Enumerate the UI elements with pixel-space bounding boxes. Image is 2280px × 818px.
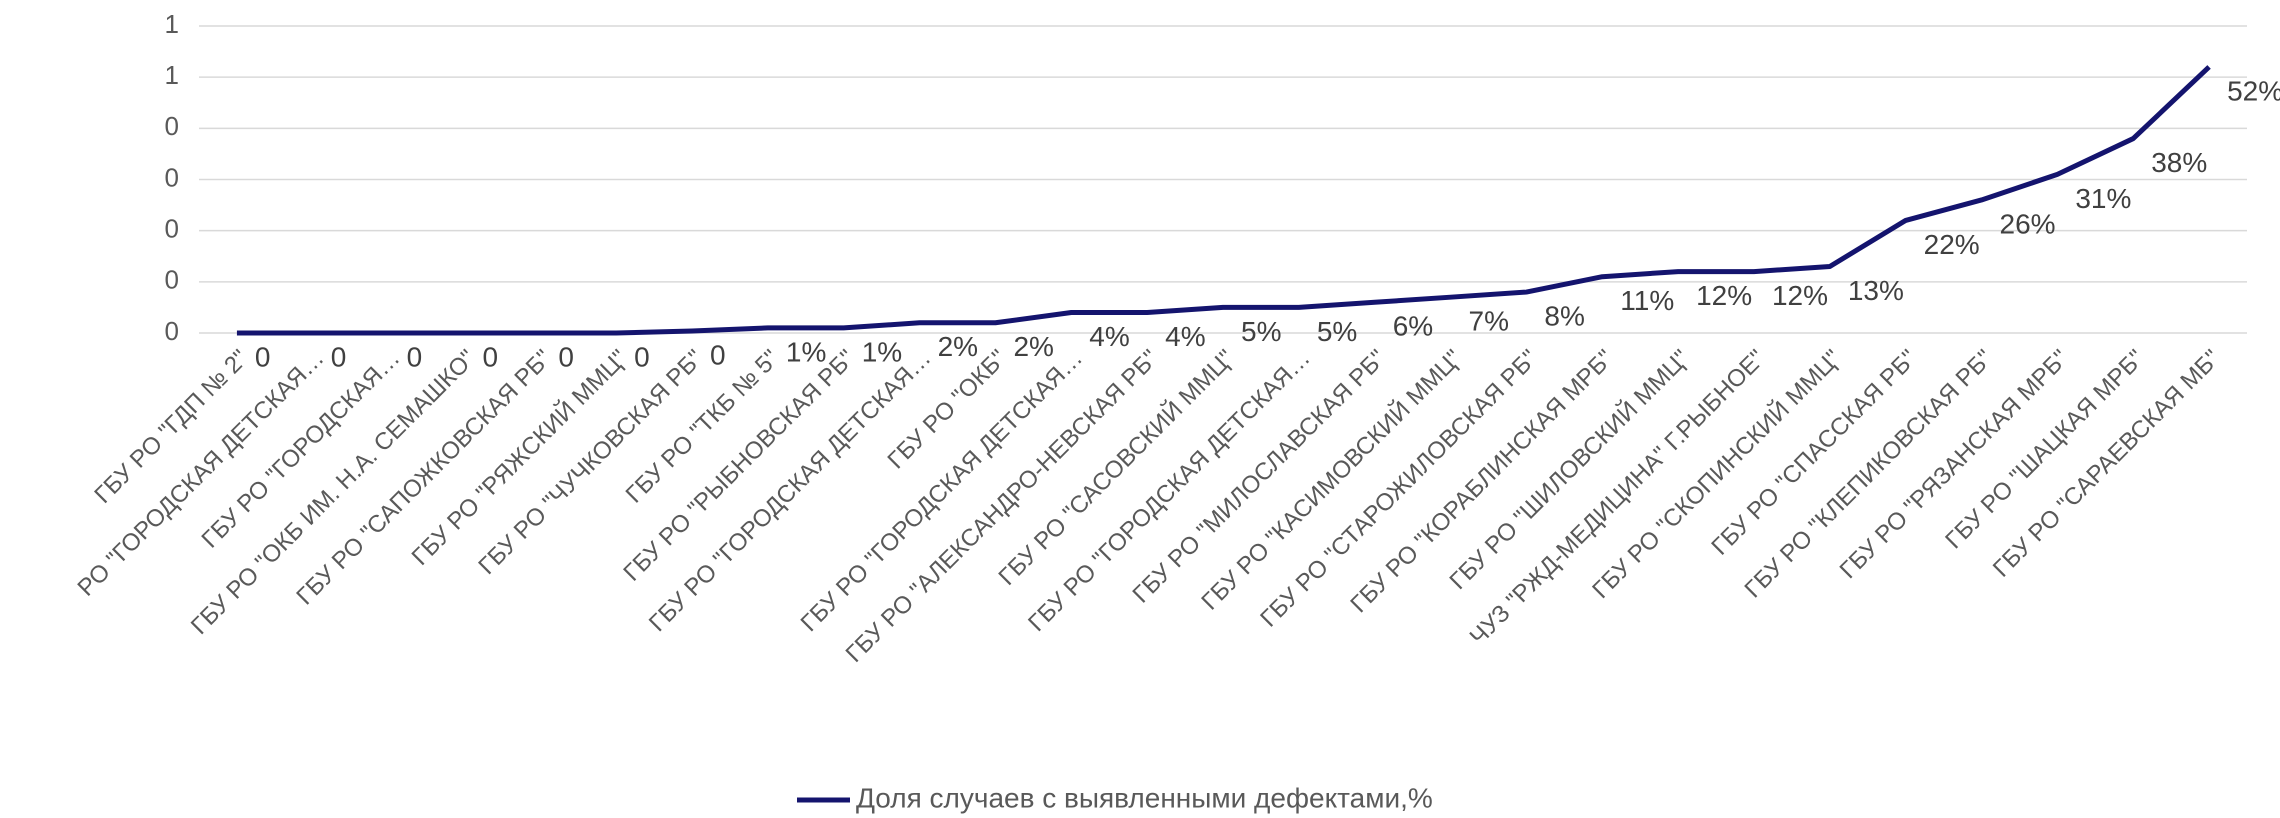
data-label: 0 [407,341,423,372]
data-label: 12% [1772,280,1828,311]
data-label: 13% [1848,275,1904,306]
x-tick-label: ГБУ РО "ГОРОДСКАЯ ДЕТСКАЯ… [644,345,936,637]
data-label: 1% [862,336,902,367]
x-tick-label: ГБУ РО "ГОРОДСКАЯ ДЕТСКАЯ… [796,345,1088,637]
data-label: 4% [1165,321,1205,352]
legend: Доля случаев с выявленными дефектами,% [797,782,1433,813]
data-label: 22% [1924,229,1980,260]
y-tick-label: 0 [165,214,179,244]
data-label: 5% [1317,316,1357,347]
data-label: 52% [2227,75,2280,106]
data-label: 0 [634,341,650,372]
x-tick-label: ГБУ РО "ОКБ ИМ. Н.А. СЕМАШКО" [186,345,481,640]
y-tick-label: 1 [165,60,179,90]
data-label: 38% [2151,147,2207,178]
data-label: 8% [1544,300,1584,331]
y-tick-label: 0 [165,111,179,141]
data-label: 0 [710,339,726,370]
y-tick-label: 1 [165,9,179,39]
y-tick-label: 0 [165,162,179,192]
y-tick-label: 0 [165,265,179,295]
data-label: 1% [786,336,826,367]
x-tick-label: ГБУ РО "ГОРОДСКАЯ ДЕТСКАЯ… [1023,345,1315,637]
data-label: 6% [1393,311,1433,342]
data-label: 26% [2000,208,2056,239]
data-label: 12% [1696,280,1752,311]
data-line [236,65,2211,336]
data-label: 11% [1620,285,1674,316]
data-label: 7% [1469,306,1509,337]
data-label: 0 [482,341,498,372]
data-label: 2% [938,331,978,362]
data-label: 0 [558,341,574,372]
data-label: 0 [331,341,347,372]
data-label: 0 [255,341,271,372]
data-label: 31% [2075,183,2131,214]
legend-label: Доля случаев с выявленными дефектами,% [856,782,1433,813]
y-tick-label: 0 [165,316,179,346]
data-label: 5% [1241,316,1281,347]
x-tick-label: ГБУ РО "СТАРОЖИЛОВСКАЯ РБ" [1255,345,1543,633]
data-label: 2% [1013,331,1053,362]
data-label: 4% [1089,321,1129,352]
